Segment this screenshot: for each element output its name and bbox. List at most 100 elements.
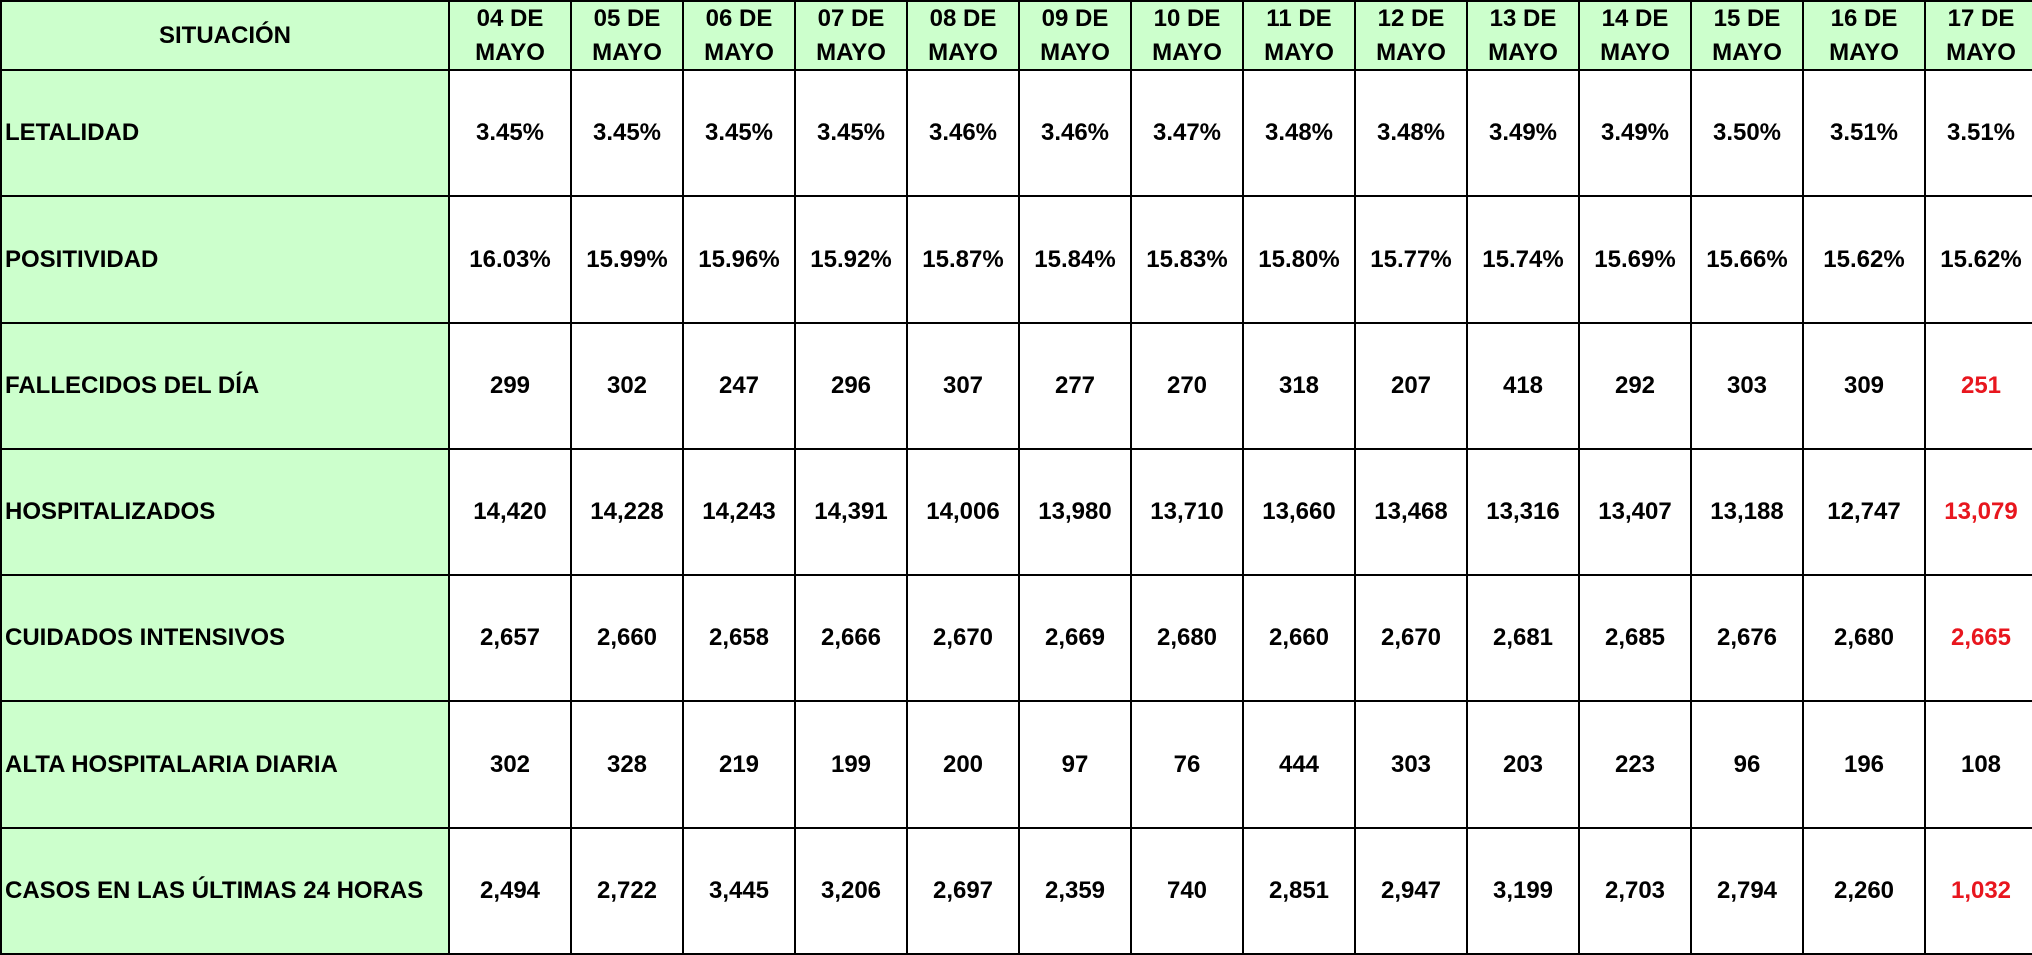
table-cell: 15.96% (682, 195, 796, 324)
table-cell: 207 (1354, 321, 1468, 450)
table-cell: 2,666 (794, 574, 908, 703)
date-header-day: 05 DE (593, 5, 661, 32)
table-cell: 2,359 (1018, 826, 1132, 955)
table-cell: 328 (570, 700, 684, 829)
date-header-month: MAYO (1488, 38, 1558, 66)
table-cell: 14,243 (682, 447, 796, 577)
table-cell: 2,681 (1466, 574, 1580, 703)
table-cell: 302 (448, 700, 572, 829)
table-cell: 2,665 (1924, 574, 2032, 703)
table-cell: 15.84% (1018, 195, 1132, 324)
table-cell: 76 (1130, 700, 1244, 829)
date-header-day: 04 DE (476, 5, 544, 32)
table-cell: 2,851 (1242, 826, 1356, 955)
date-header-day: 12 DE (1377, 5, 1445, 32)
table-cell: 108 (1924, 700, 2032, 829)
table-cell: 3,199 (1466, 826, 1580, 955)
table-cell: 13,710 (1130, 447, 1244, 577)
row-label: HOSPITALIZADOS (0, 447, 450, 577)
table-cell: 2,260 (1802, 826, 1926, 955)
table-row: FALLECIDOS DEL DÍA 299 302 247 296 307 277 270 3… (0, 321, 2032, 450)
table-cell: 15.80% (1242, 195, 1356, 324)
table-cell: 15.74% (1466, 195, 1580, 324)
date-header-month: MAYO (1946, 38, 2016, 66)
table-cell: 3.49% (1578, 69, 1692, 198)
table-cell: 13,407 (1578, 447, 1692, 577)
table-cell: 3.48% (1354, 69, 1468, 198)
date-header-month: MAYO (816, 38, 886, 66)
table-cell: 303 (1690, 321, 1804, 450)
table-cell: 13,468 (1354, 447, 1468, 577)
date-header: 10 DE MAYO (1130, 0, 1244, 72)
table-cell: 3,445 (682, 826, 796, 955)
table-cell: 97 (1018, 700, 1132, 829)
table-cell: 15.69% (1578, 195, 1692, 324)
table-cell: 203 (1466, 700, 1580, 829)
situation-header: SITUACIÓN (0, 0, 450, 72)
date-header-day: 13 DE (1489, 5, 1557, 32)
table-cell: 3.48% (1242, 69, 1356, 198)
table-cell: 309 (1802, 321, 1926, 450)
table-cell: 277 (1018, 321, 1132, 450)
date-header: 09 DE MAYO (1018, 0, 1132, 72)
date-header-month: MAYO (1040, 38, 1110, 66)
row-label: CUIDADOS INTENSIVOS (0, 574, 450, 703)
table-row: LETALIDAD 3.45% 3.45% 3.45% 3.45% 3.46% 3.46% 3… (0, 69, 2032, 198)
table-cell: 1,032 (1924, 826, 2032, 955)
row-label: CASOS EN LAS ÚLTIMAS 24 HORAS (0, 826, 450, 955)
row-label: FALLECIDOS DEL DÍA (0, 321, 450, 450)
date-header: 17 DE MAYO (1924, 0, 2032, 72)
table-cell: 12,747 (1802, 447, 1926, 577)
table-cell: 2,680 (1802, 574, 1926, 703)
date-header-day: 15 DE (1713, 5, 1781, 32)
table-cell: 13,188 (1690, 447, 1804, 577)
date-header: 11 DE MAYO (1242, 0, 1356, 72)
table-cell: 2,494 (448, 826, 572, 955)
table-cell: 2,697 (906, 826, 1020, 955)
table-cell: 270 (1130, 321, 1244, 450)
table-cell: 14,391 (794, 447, 908, 577)
table-cell: 299 (448, 321, 572, 450)
table-cell: 2,947 (1354, 826, 1468, 955)
table-cell: 13,079 (1924, 447, 2032, 577)
date-header-month: MAYO (475, 38, 545, 66)
date-header-month: MAYO (1829, 38, 1899, 66)
date-header: 12 DE MAYO (1354, 0, 1468, 72)
date-header-day: 07 DE (817, 5, 885, 32)
table-cell: 318 (1242, 321, 1356, 450)
date-header: 07 DE MAYO (794, 0, 908, 72)
table-cell: 2,722 (570, 826, 684, 955)
table-cell: 3.45% (682, 69, 796, 198)
table-cell: 14,006 (906, 447, 1020, 577)
date-header-day: 06 DE (705, 5, 773, 32)
table-cell: 418 (1466, 321, 1580, 450)
table-cell: 16.03% (448, 195, 572, 324)
date-header-day: 10 DE (1153, 5, 1221, 32)
table-cell: 2,660 (570, 574, 684, 703)
table-cell: 292 (1578, 321, 1692, 450)
table-cell: 196 (1802, 700, 1926, 829)
table-cell: 2,676 (1690, 574, 1804, 703)
date-header: 08 DE MAYO (906, 0, 1020, 72)
table-cell: 14,228 (570, 447, 684, 577)
table-cell: 2,657 (448, 574, 572, 703)
table-row: CASOS EN LAS ÚLTIMAS 24 HORAS 2,494 2,722 3… (0, 826, 2032, 955)
date-header: 04 DE MAYO (448, 0, 572, 72)
table-cell: 2,670 (1354, 574, 1468, 703)
date-header: 13 DE MAYO (1466, 0, 1580, 72)
table-cell: 444 (1242, 700, 1356, 829)
table-cell: 2,685 (1578, 574, 1692, 703)
date-header: 14 DE MAYO (1578, 0, 1692, 72)
table-cell: 15.62% (1802, 195, 1926, 324)
table-body: LETALIDAD 3.45% 3.45% 3.45% 3.45% 3.46% 3.46% 3… (0, 69, 2032, 955)
table-cell: 303 (1354, 700, 1468, 829)
table-row: HOSPITALIZADOS 14,420 14,228 14,243 14,391 14… (0, 447, 2032, 577)
table-cell: 2,680 (1130, 574, 1244, 703)
date-header-day: 11 DE (1266, 5, 1332, 32)
row-label: POSITIVIDAD (0, 195, 450, 324)
table-cell: 307 (906, 321, 1020, 450)
date-header-month: MAYO (704, 38, 774, 66)
date-header-month: MAYO (928, 38, 998, 66)
table-cell: 3.51% (1924, 69, 2032, 198)
table-cell: 15.87% (906, 195, 1020, 324)
